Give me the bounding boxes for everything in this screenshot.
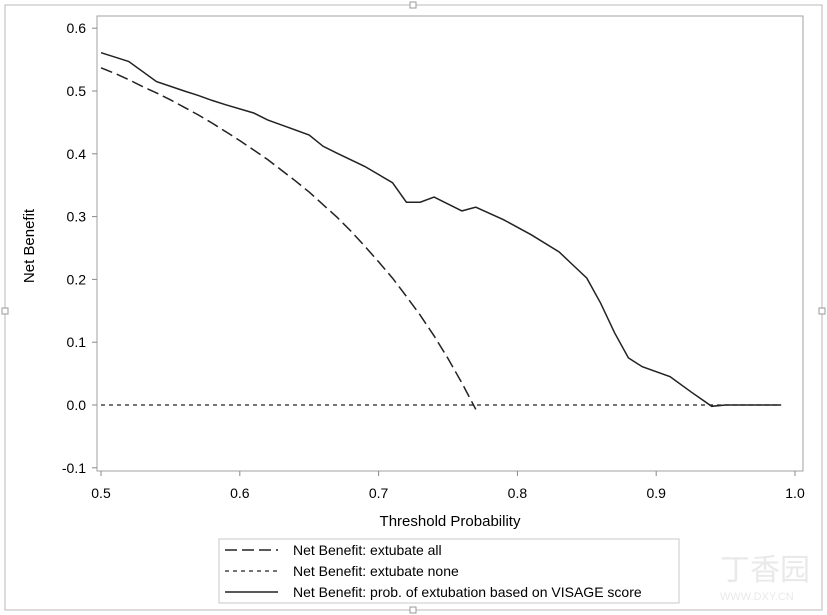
resize-handle-left[interactable] [1,307,9,315]
x-tick-label: 0.6 [230,485,250,501]
x-tick-label: 0.5 [91,485,111,501]
line-extubate-all [100,67,477,410]
legend-label-visage: Net Benefit: prob. of extubation based o… [293,584,642,600]
resize-handle-bottom[interactable] [409,606,417,614]
x-tick-label: 0.9 [646,485,666,501]
resize-handle-top[interactable] [409,1,417,9]
series-lines [100,51,782,410]
plot-area [96,15,804,472]
x-tick-label: 0.8 [508,485,528,501]
y-axis: -0.1 0.0 0.1 0.2 0.3 0.4 0.5 0.6 [62,16,98,476]
y-tick-label: 0.5 [67,83,87,99]
y-tick-label: 0.1 [67,334,87,350]
x-axis-label: Threshold Probability [380,513,521,530]
x-axis: 0.5 0.6 0.7 0.8 0.9 1.0 [91,471,805,501]
y-tick-label: 0.6 [67,20,87,36]
y-tick-label: 0.0 [67,397,87,413]
legend-label-extubate-all: Net Benefit: extubate all [293,542,442,558]
watermark: 丁香园 WWW.DXY.CN [720,554,810,603]
y-tick-label: 0.3 [67,209,87,225]
line-visage-score [100,51,782,408]
legend: Net Benefit: extubate all Net Benefit: e… [218,538,680,604]
resize-handle-right[interactable] [818,307,826,315]
legend-label-extubate-none: Net Benefit: extubate none [293,563,459,579]
x-tick-label: 0.7 [369,485,389,501]
x-tick-label: 1.0 [785,485,805,501]
y-tick-label: 0.4 [67,146,87,162]
y-axis-label: Net Benefit [21,208,38,283]
y-tick-label: 0.2 [67,271,87,287]
y-tick-label: -0.1 [62,460,86,476]
watermark-logo: 丁香园 [720,554,810,587]
watermark-url: WWW.DXY.CN [720,591,794,603]
legend-box [218,538,680,604]
